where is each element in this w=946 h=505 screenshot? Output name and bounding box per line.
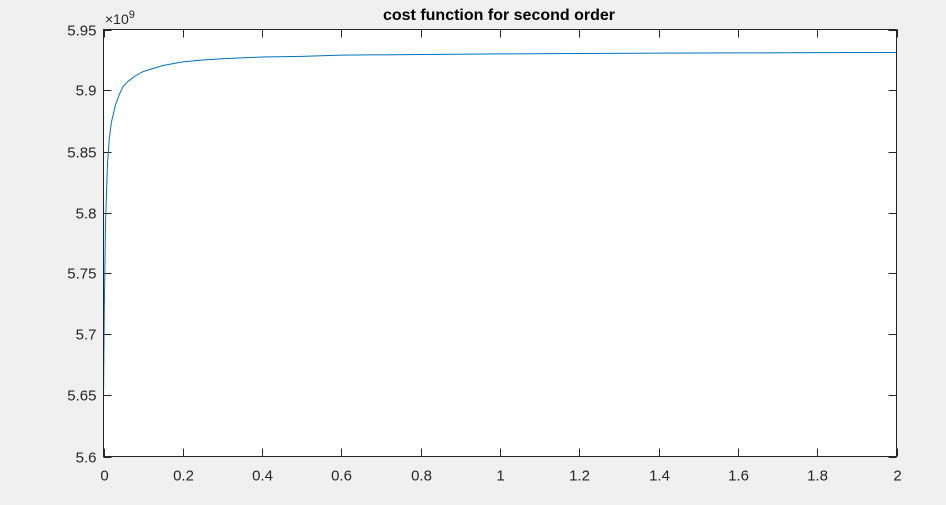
series-line	[103, 51, 897, 402]
tick-marks	[103, 29, 898, 458]
y-tick-label: 5.8	[76, 206, 97, 223]
x-tick-label: 2	[893, 468, 901, 485]
y-exponent-prefix: ×10	[105, 11, 129, 27]
plot-area	[103, 29, 896, 456]
y-tick-label: 5.65	[67, 388, 96, 405]
x-tick-label: 0.4	[252, 468, 273, 485]
y-tick-label: 5.95	[67, 23, 96, 40]
y-tick-label: 5.6	[76, 450, 97, 467]
x-tick-label: 1.4	[649, 468, 670, 485]
x-tick-label: 0.8	[411, 468, 432, 485]
y-tick-label: 5.7	[76, 327, 97, 344]
x-tick-label: 1.6	[728, 468, 749, 485]
x-tick-label: 1	[496, 468, 504, 485]
x-tick-label: 0	[100, 468, 108, 485]
y-exponent: ×109	[105, 9, 135, 27]
x-tick-label: 0.6	[331, 468, 352, 485]
x-tick-label: 0.2	[173, 468, 194, 485]
y-tick-label: 5.85	[67, 145, 96, 162]
x-tick-label: 1.8	[807, 468, 828, 485]
chart-title: cost function for second order	[383, 7, 615, 24]
y-tick-label: 5.9	[76, 83, 97, 100]
tick-labels: 0 0.2 0.4 0.6 0.8 1 1.2 1.4 1.6 1.8 2 5.6 5.65 5.7 5.7…	[67, 23, 901, 485]
x-tick-label: 1.2	[569, 468, 590, 485]
axes-box	[103, 29, 897, 457]
y-exponent-power: 9	[129, 9, 135, 21]
y-tick-label: 5.75	[67, 266, 96, 283]
